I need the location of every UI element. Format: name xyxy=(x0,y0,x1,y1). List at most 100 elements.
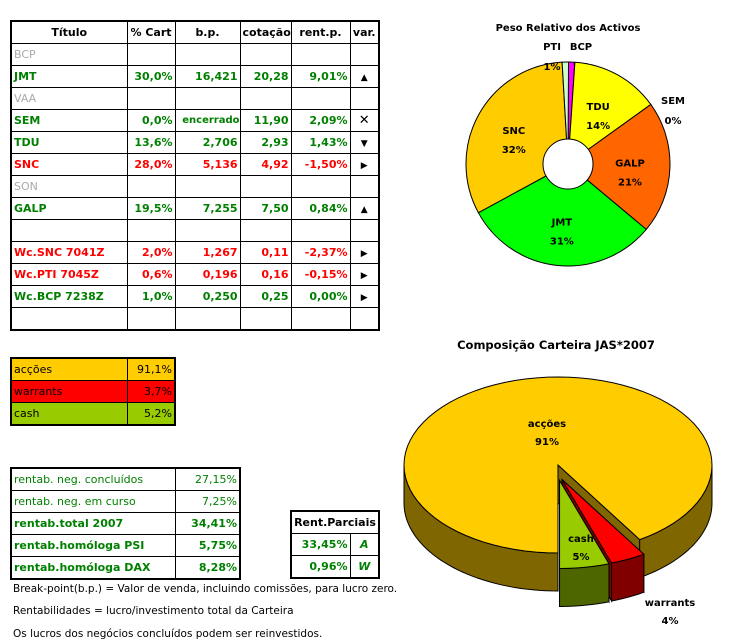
donut-label-value: 21% xyxy=(618,177,642,188)
allocation-value: 5,2% xyxy=(126,402,176,426)
table-row: SON xyxy=(10,175,380,198)
returns-row: rentab.homóloga DAX 8,28% xyxy=(10,556,241,580)
donut-label-name: TDU xyxy=(587,102,610,113)
rent-cell: -1,50% xyxy=(290,153,351,176)
var-cell: ▶ xyxy=(349,285,380,308)
donut-slice-PTI xyxy=(561,61,570,165)
allocation-table: acções 91,1% warrants 3,7% cash 5,2% xyxy=(10,357,176,426)
rent-cell: -2,37% xyxy=(290,241,351,264)
table-row: Wc.BCP 7238Z 1,0% 0,250 0,25 0,00% ▶ xyxy=(10,285,380,308)
table-row: JMT 30,0% 16,421 20,28 9,01% ▲ xyxy=(10,65,380,88)
partial-returns-table: Rent.Parciais 33,45% A 0,96% W xyxy=(290,510,381,579)
donut-label-name: BCP xyxy=(570,42,592,53)
down-triangle-icon: ▼ xyxy=(360,139,368,149)
cart-cell: 13,6% xyxy=(126,131,176,154)
pie3d-slice-acções xyxy=(403,376,713,554)
up-triangle-icon: ▲ xyxy=(360,73,368,83)
donut-label-value: 31% xyxy=(550,237,574,248)
allocation-label: warrants xyxy=(10,380,128,403)
pie3d-chart-title: Composição Carteira JAS*2007 xyxy=(457,338,655,352)
var-cell: ▶ xyxy=(349,263,380,286)
title-cell: SON xyxy=(10,175,128,198)
returns-row: rentab.total 2007 34,41% xyxy=(10,512,241,535)
donut-label-value: 0% xyxy=(665,116,682,127)
bp-cell: 0,196 xyxy=(174,263,241,286)
allocation-row: cash 5,2% xyxy=(10,402,176,426)
donut-slice-GALP xyxy=(567,103,671,231)
donut-label-value: 32% xyxy=(502,145,526,156)
column-header: var. xyxy=(349,20,380,44)
donut-label-name: SEM xyxy=(661,96,685,107)
note-break-point: Break-point(b.p.) = Valor de venda, incl… xyxy=(13,583,398,595)
title-cell: Wc.PTI 7045Z xyxy=(10,263,128,286)
allocation-value: 3,7% xyxy=(126,380,176,403)
pie3d-label-name: warrants xyxy=(645,598,695,609)
column-header: % Cart xyxy=(126,20,176,44)
rent-cell: 1,43% xyxy=(290,131,351,154)
donut-slice-JMT xyxy=(477,163,647,267)
right-triangle-icon: ▶ xyxy=(360,161,368,171)
pie3d-wall-cash xyxy=(559,563,610,607)
up-triangle-icon: ▲ xyxy=(360,205,368,215)
donut-label-value: 14% xyxy=(586,121,610,132)
bp-cell: 7,255 xyxy=(174,197,241,220)
title-cell: Wc.BCP 7238Z xyxy=(10,285,128,308)
pie3d-slice-warrants xyxy=(561,479,645,564)
partial-return-value: 0,96% xyxy=(290,555,351,579)
donut-label-name: SNC xyxy=(502,126,525,137)
pie3d-label-name: acções xyxy=(528,419,566,430)
right-triangle-icon: ▶ xyxy=(360,249,368,259)
table-row: SNC 28,0% 5,136 4,92 -1,50% ▶ xyxy=(10,153,380,176)
table-row xyxy=(10,219,380,242)
cot-cell: 0,25 xyxy=(239,285,292,308)
returns-label: rentab.homóloga DAX xyxy=(10,556,176,580)
allocation-row: acções 91,1% xyxy=(10,357,176,381)
column-header: rent.p. xyxy=(290,20,351,44)
title-cell: GALP xyxy=(10,197,128,220)
right-triangle-icon: ▶ xyxy=(360,293,368,303)
partial-returns-header: Rent.Parciais xyxy=(290,510,380,534)
donut-label-name: JMT xyxy=(551,218,573,229)
cart-cell: 19,5% xyxy=(126,197,176,220)
table-row: TDU 13,6% 2,706 2,93 1,43% ▼ xyxy=(10,131,380,154)
returns-value: 5,75% xyxy=(174,534,241,557)
bp-cell: 0,250 xyxy=(174,285,241,308)
donut-label-name: GALP xyxy=(615,158,645,169)
pie3d-label-value: 4% xyxy=(662,616,679,627)
returns-row: rentab.homóloga PSI 5,75% xyxy=(10,534,241,557)
donut-slice-TDU xyxy=(567,61,652,166)
returns-label: rentab. neg. concluídos xyxy=(10,467,176,491)
returns-label: rentab.homóloga PSI xyxy=(10,534,176,557)
returns-label: rentab.total 2007 xyxy=(10,512,176,535)
portfolio-table: Título% Cart b.p. cotação rent.p. var. BCP JM… xyxy=(10,20,380,331)
pie3d-label-name: cash xyxy=(568,534,594,545)
cart-cell: 30,0% xyxy=(126,65,176,88)
pie3d-label-value: 91% xyxy=(535,437,559,448)
partial-return-code: A xyxy=(349,533,380,556)
x-icon: ✕ xyxy=(358,113,370,128)
donut-chart-title: Peso Relativo dos Activos xyxy=(496,23,641,34)
bp-cell: 1,267 xyxy=(174,241,241,264)
rent-cell: -0,15% xyxy=(290,263,351,286)
right-triangle-icon: ▶ xyxy=(360,271,368,281)
note-lucros: Os lucros dos negócios concluídos podem … xyxy=(13,628,323,640)
donut-label-name: PTI xyxy=(543,42,561,53)
allocation-label: acções xyxy=(10,357,128,381)
returns-row: rentab. neg. concluídos 27,15% xyxy=(10,467,241,491)
returns-value: 34,41% xyxy=(174,512,241,535)
pie3d-label-value: 5% xyxy=(573,552,590,563)
cart-cell: 0,6% xyxy=(126,263,176,286)
allocation-row: warrants 3,7% xyxy=(10,380,176,403)
table-row: SEM 0,0% encerrado 11,90 2,09% ✕ xyxy=(10,109,380,132)
var-cell xyxy=(349,307,380,331)
pie3d-slice-cash xyxy=(559,478,610,569)
donut-hole xyxy=(542,138,594,190)
pie3d-chart: acções 91% warrants 4% cash 5% xyxy=(403,376,713,627)
table-row xyxy=(10,307,380,331)
returns-table: rentab. neg. concluídos 27,15% rentab. neg… xyxy=(10,467,241,580)
donut-slice-SNC xyxy=(465,61,569,214)
returns-value: 27,15% xyxy=(174,467,241,491)
donut-label-value: 1% xyxy=(544,62,561,73)
returns-value: 8,28% xyxy=(174,556,241,580)
